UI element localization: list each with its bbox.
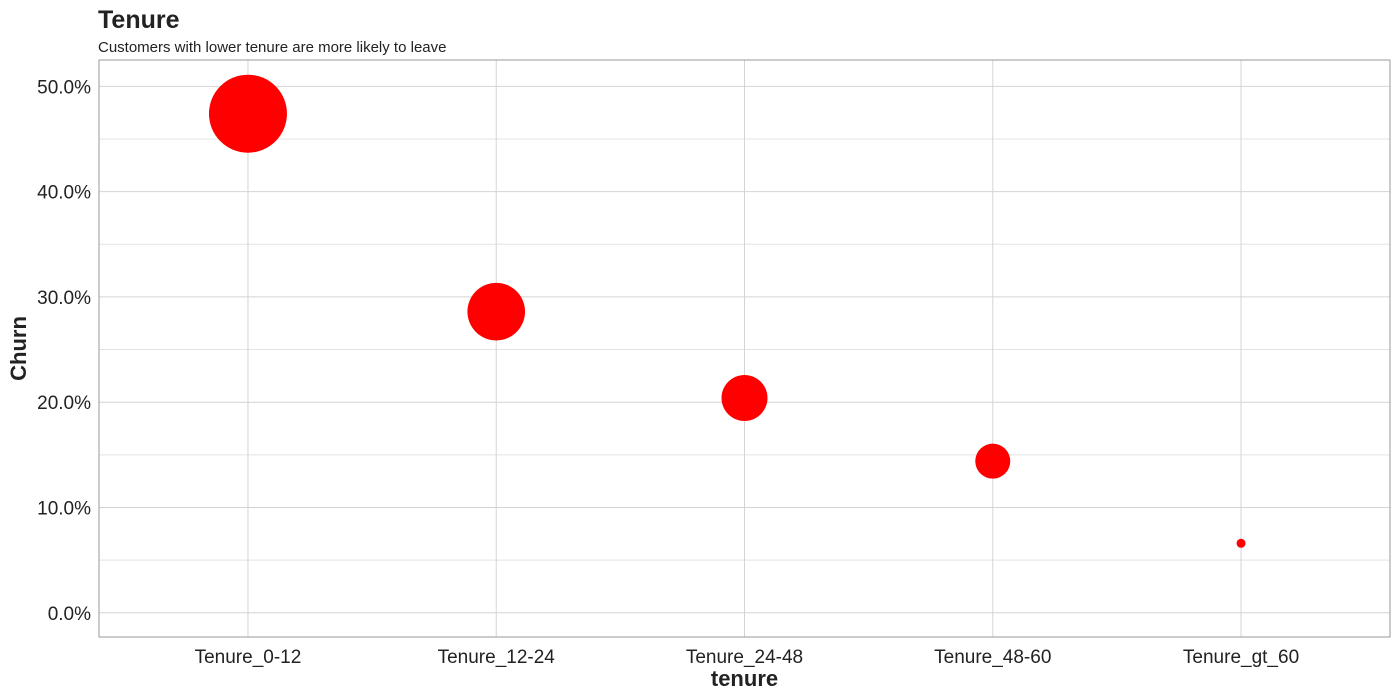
y-tick-label: 10.0%	[37, 498, 91, 519]
y-tick-label: 50.0%	[37, 77, 91, 98]
major-gridlines	[99, 60, 1390, 637]
x-axis-tick-labels: Tenure_0-12 Tenure_12-24 Tenure_24-48 Tenur…	[195, 647, 1300, 668]
x-tick-label: Tenure_gt_60	[1183, 647, 1299, 668]
data-point-tenure-24-48	[721, 374, 768, 421]
x-axis-title: tenure	[711, 666, 778, 691]
data-point-tenure-gt-60	[1236, 538, 1246, 548]
data-point-tenure-0-12	[208, 74, 287, 153]
plot-panel-border	[98, 59, 1391, 638]
x-tick-label: Tenure_48-60	[934, 647, 1051, 668]
x-tick-label: Tenure_0-12	[195, 647, 302, 668]
y-axis-tick-labels: 0.0% 10.0% 20.0% 30.0% 40.0% 50.0%	[37, 77, 91, 624]
chart-subtitle: Customers with lower tenure are more lik…	[98, 39, 447, 56]
data-point-tenure-12-24	[467, 282, 526, 341]
y-tick-label: 0.0%	[48, 604, 91, 625]
y-tick-label: 20.0%	[37, 393, 91, 414]
x-tick-label: Tenure_12-24	[438, 647, 556, 668]
x-tick-label: Tenure_24-48	[686, 647, 803, 668]
chart-title: Tenure	[98, 6, 180, 34]
y-tick-label: 30.0%	[37, 288, 91, 309]
data-point-tenure-48-60	[975, 443, 1011, 479]
data-points	[208, 74, 1246, 548]
y-tick-label: 40.0%	[37, 183, 91, 204]
y-axis-title: Churn	[6, 316, 31, 381]
